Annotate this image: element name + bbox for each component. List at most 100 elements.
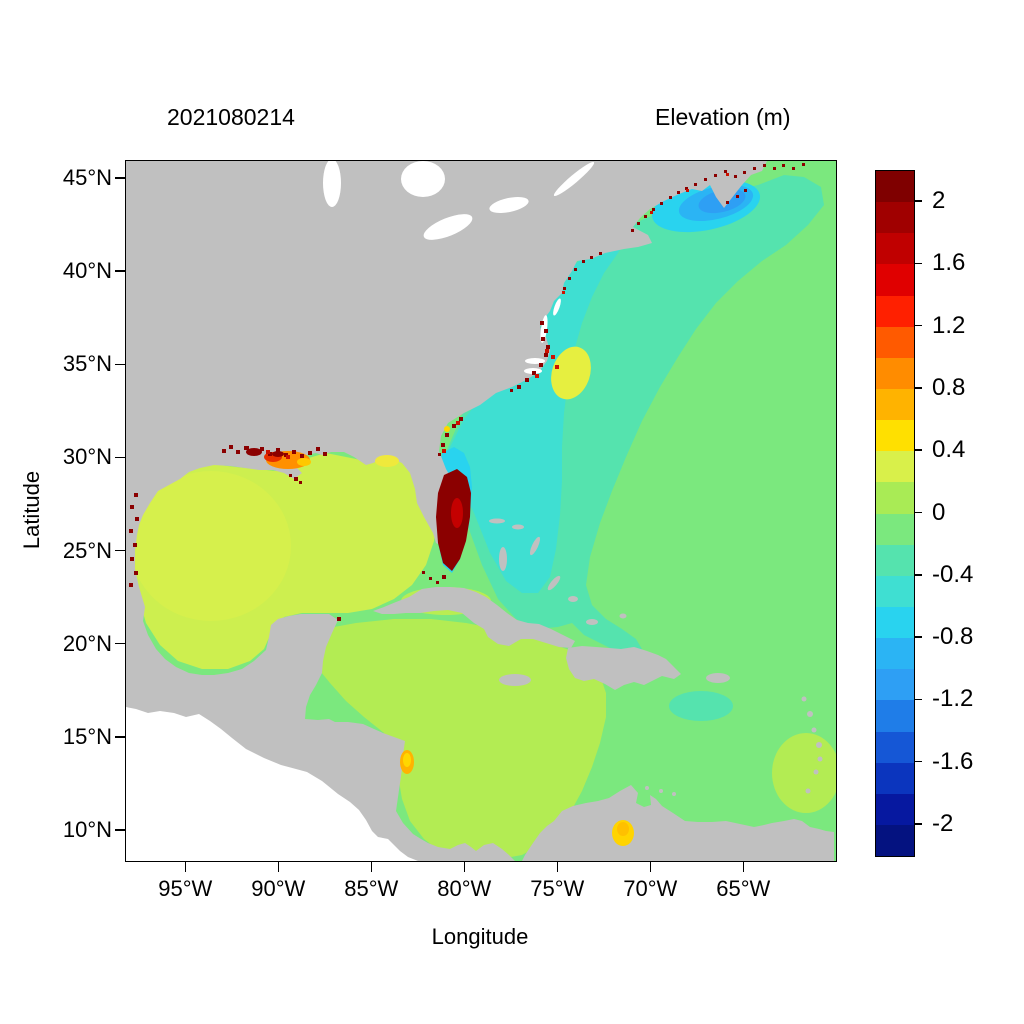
map-plot-area xyxy=(125,160,837,862)
lat-tick-mark xyxy=(115,642,125,645)
lat-tick-mark xyxy=(115,363,125,366)
jamaica-island xyxy=(499,674,531,686)
lat-tick-label: 10°N xyxy=(62,817,112,842)
colorbar-tick-label: -2 xyxy=(932,809,954,837)
colorbar-segment xyxy=(876,202,914,234)
lat-tick-mark xyxy=(115,270,125,272)
lon-tick-label: 65°W xyxy=(716,876,771,901)
colorbar xyxy=(875,170,915,857)
lon-tick-label: 70°W xyxy=(623,876,678,901)
colorbar-segment xyxy=(876,326,914,358)
x-axis-label: Longitude xyxy=(431,924,529,949)
pacific-no-data xyxy=(126,707,418,861)
lon-tick-label: 95°W xyxy=(158,876,213,901)
colorbar-segment xyxy=(876,575,914,607)
lat-tick-mark xyxy=(115,177,125,179)
colorbar-segment xyxy=(876,793,914,825)
lon-tick-label: 75°W xyxy=(530,876,585,901)
lat-tick-label: 15°N xyxy=(62,723,112,749)
lat-tick-label: 30°N xyxy=(62,444,112,470)
y-axis-label: Latitude xyxy=(19,470,44,550)
lon-tick-mark xyxy=(370,862,373,872)
colorbar-segment xyxy=(876,171,914,203)
lat-tick-mark xyxy=(115,736,125,738)
colorbar-segment xyxy=(876,388,914,421)
colorbar-tick-mark xyxy=(915,574,922,576)
georgia-coast-gold-dot xyxy=(444,426,450,432)
colorbar-tick-label: 0 xyxy=(932,498,946,526)
colorbar-title: Elevation (m) xyxy=(655,104,791,130)
lon-tick-mark xyxy=(463,862,466,872)
lat-tick-mark xyxy=(115,549,125,552)
figure-timestamp-title: 2021080214 xyxy=(167,104,295,130)
colorbar-tick-mark xyxy=(915,511,922,514)
lat-tick-label: 25°N xyxy=(62,537,112,563)
colorbar-tick-mark xyxy=(915,698,922,701)
coastal-extreme-features xyxy=(129,163,805,846)
lon-tick-mark xyxy=(556,862,559,872)
lat-tick-label: 40°N xyxy=(62,258,112,284)
lon-tick-mark xyxy=(277,862,280,872)
bahamas-islands xyxy=(489,518,627,625)
lesser-antilles-islands xyxy=(645,696,823,796)
colorbar-tick-label: -1.2 xyxy=(932,685,974,713)
colorbar-segment xyxy=(876,762,914,794)
colorbar-segment xyxy=(876,824,914,857)
colorbar-segment xyxy=(876,606,914,639)
great-lakes-and-estuaries xyxy=(323,161,595,374)
colorbar-tick-mark xyxy=(915,262,922,265)
colorbar-tick-label: 1.2 xyxy=(932,311,966,339)
colorbar-tick-label: -0.8 xyxy=(932,623,974,651)
colorbar-tick-label: 0.4 xyxy=(932,436,966,464)
south-america-landmass xyxy=(522,785,834,861)
lon-tick-mark xyxy=(649,862,652,872)
lon-tick-label: 85°W xyxy=(344,876,399,901)
colorbar-segment xyxy=(876,669,914,701)
inner-shelf-turquoise-band xyxy=(444,231,631,593)
maroon-coastal-specks xyxy=(129,163,805,621)
colorbar-tick-mark xyxy=(915,387,922,389)
lesser-antilles-yellowgreen-patch xyxy=(772,733,836,813)
colorbar-segment xyxy=(876,357,914,389)
colorbar-segment xyxy=(876,513,914,545)
lat-tick-label: 20°N xyxy=(62,630,112,656)
colorbar-segment xyxy=(876,700,914,732)
hatteras-offshore-yellow-patch xyxy=(551,346,591,400)
lon-tick-mark xyxy=(184,862,187,872)
lon-tick-label: 80°W xyxy=(437,876,492,901)
colorbar-segment xyxy=(876,451,914,483)
red-coastal-specks xyxy=(266,173,729,459)
colorbar-segment xyxy=(876,233,914,265)
apalachee-bay-patch xyxy=(375,455,399,467)
colorbar-tick-mark xyxy=(915,200,922,202)
colorbar-tick-mark xyxy=(915,449,922,451)
louisiana-gold-patch xyxy=(297,458,311,466)
lon-tick-mark xyxy=(742,862,745,872)
colorbar-tick-mark xyxy=(915,760,922,763)
puerto-rico-island xyxy=(706,673,730,683)
south-florida-red-core xyxy=(451,498,463,528)
colorbar-segment xyxy=(876,295,914,327)
colorbar-segment xyxy=(876,638,914,670)
colorbar-tick-mark xyxy=(915,823,922,825)
colorbar-tick-mark xyxy=(915,324,922,327)
colorbar-segment xyxy=(876,264,914,296)
elevation-map xyxy=(126,161,836,861)
nicaragua-coast-gold-core xyxy=(403,753,411,767)
lat-tick-label: 35°N xyxy=(62,351,112,377)
colorbar-segment xyxy=(876,420,914,452)
colorbar-tick-label: 2 xyxy=(932,187,946,215)
colorbar-tick-label: -0.4 xyxy=(932,560,974,588)
colorbar-segment xyxy=(876,544,914,576)
colorbar-tick-label: 1.6 xyxy=(932,249,966,277)
colorbar-segment xyxy=(876,731,914,763)
lake-maracaibo-core xyxy=(617,822,629,836)
colorbar-tick-mark xyxy=(915,636,922,638)
west-gulf-bright-patch xyxy=(131,471,291,621)
cuba-island xyxy=(373,587,575,648)
colorbar-tick-label: -1.6 xyxy=(932,747,974,775)
lon-tick-label: 90°W xyxy=(251,876,306,901)
hispaniola-island xyxy=(566,646,681,690)
lat-tick-label: 45°N xyxy=(62,165,112,190)
lat-tick-mark xyxy=(115,456,125,459)
